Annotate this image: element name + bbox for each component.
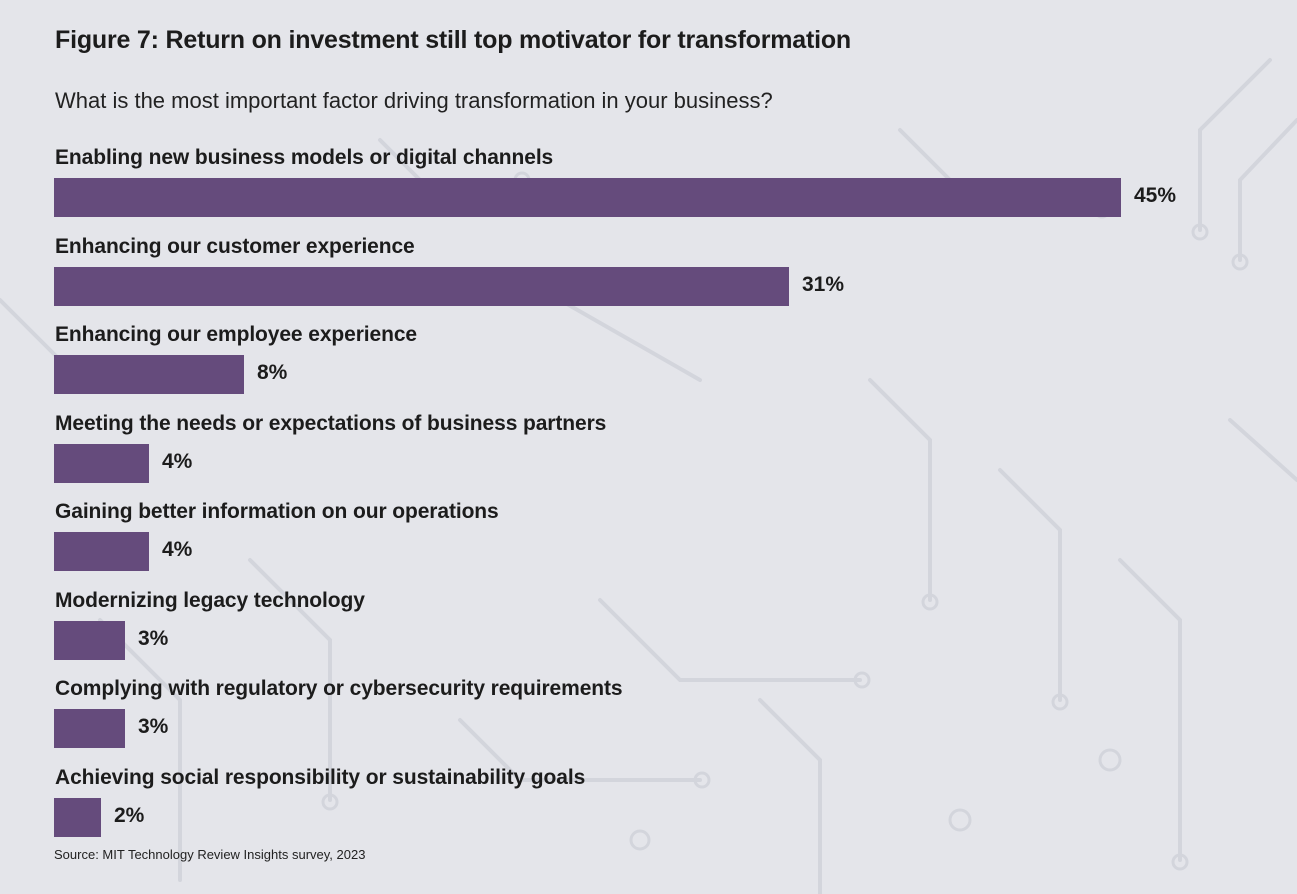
category-label: Meeting the needs or expectations of bus… bbox=[55, 411, 607, 435]
bar bbox=[54, 443, 149, 483]
category-label: Achieving social responsibility or susta… bbox=[55, 765, 586, 789]
chart-title: Figure 7: Return on investment still top… bbox=[55, 26, 851, 54]
value-label: 3% bbox=[138, 626, 169, 650]
value-label: 45% bbox=[1134, 184, 1177, 207]
category-label: Enhancing our employee experience bbox=[55, 323, 417, 346]
value-label: 4% bbox=[162, 538, 193, 561]
bar bbox=[54, 797, 101, 837]
bar bbox=[54, 620, 125, 660]
value-label: 4% bbox=[162, 449, 193, 473]
chart-subtitle: What is the most important factor drivin… bbox=[55, 88, 773, 113]
bar bbox=[54, 355, 244, 394]
category-label: Modernizing legacy technology bbox=[55, 588, 365, 612]
bar bbox=[54, 178, 1121, 217]
source-note: Source: MIT Technology Review Insights s… bbox=[54, 847, 366, 862]
bar bbox=[54, 709, 125, 748]
value-label: 8% bbox=[257, 361, 288, 384]
value-label: 31% bbox=[802, 272, 845, 296]
category-label: Gaining better information on our operat… bbox=[55, 500, 499, 523]
bar bbox=[54, 266, 789, 306]
category-label: Complying with regulatory or cybersecuri… bbox=[55, 677, 623, 700]
bar bbox=[54, 532, 149, 571]
category-label: Enhancing our customer experience bbox=[55, 234, 415, 258]
value-label: 2% bbox=[114, 803, 145, 827]
value-label: 3% bbox=[138, 715, 169, 738]
category-label: Enabling new business models or digital … bbox=[55, 146, 554, 169]
